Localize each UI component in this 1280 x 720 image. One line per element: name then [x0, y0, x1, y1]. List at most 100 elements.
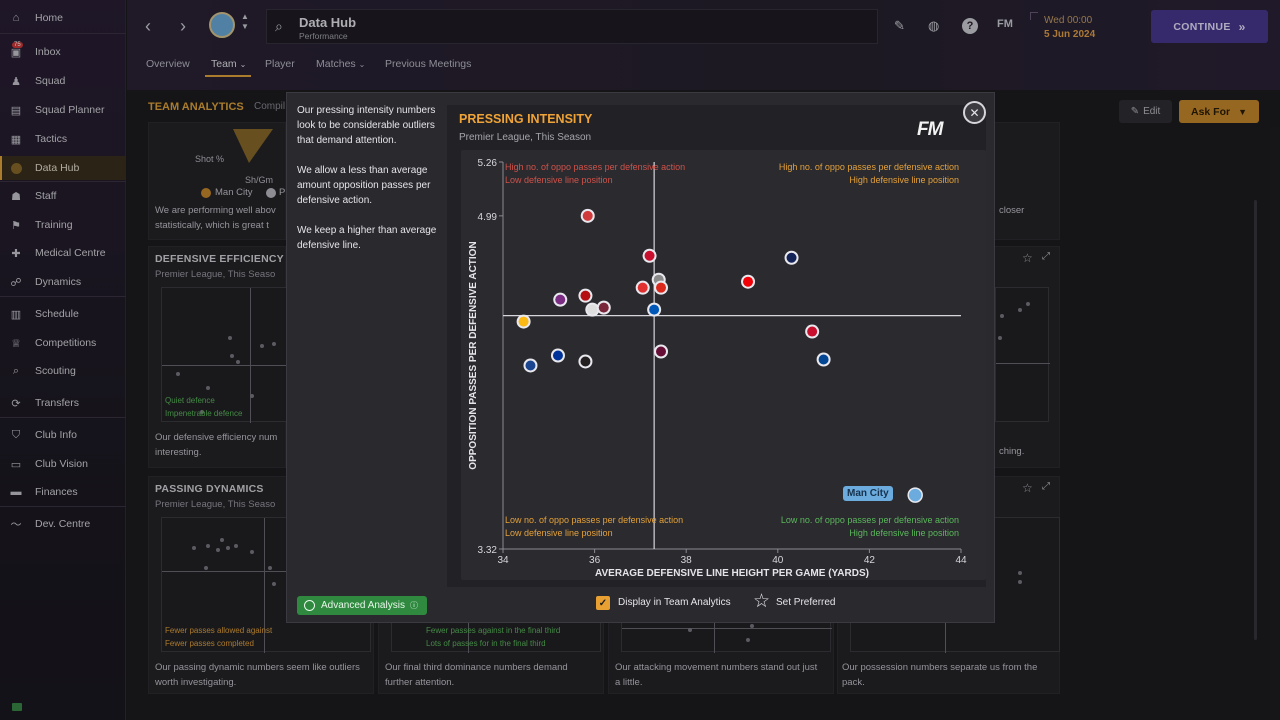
star-icon[interactable]: ☆: [1022, 481, 1033, 495]
quadrant-label-top-left: High no. of oppo passes per defensive ac…: [505, 162, 685, 172]
section-title: TEAM ANALYTICS: [148, 101, 244, 113]
chevron-down-icon: ⌄: [239, 60, 247, 69]
sidebar-item-tactics[interactable]: ▦ Tactics: [0, 127, 126, 151]
display-in-team-analytics-checkbox[interactable]: ✓: [596, 596, 610, 610]
chevron-down-icon: ▼: [1238, 106, 1247, 117]
analysis-paragraph: We allow a less than average amount oppo…: [297, 165, 431, 206]
team-point: [743, 276, 754, 287]
quadrant-label-top-right: High defensive line position: [849, 175, 959, 185]
sidebar-item-squad-planner[interactable]: ▤ Squad Planner: [0, 98, 126, 122]
main-scrollbar[interactable]: [1254, 200, 1257, 640]
team-point: [807, 326, 818, 337]
tactics-icon: ▦: [10, 133, 22, 146]
sidebar-item-medical-centre[interactable]: ✚ Medical Centre: [0, 241, 126, 265]
close-button[interactable]: ✕: [963, 101, 986, 124]
pressing-scatter-chart: 34 36 38 40 42 44 5.26 4.99 3.32 AVERAGE DEFENSIV…: [461, 150, 986, 580]
pencil-icon[interactable]: ✎: [894, 18, 905, 33]
sidebar-item-transfers[interactable]: ⟳ Transfers: [0, 391, 126, 415]
status-indicator-icon[interactable]: [12, 703, 22, 711]
highlight-team-label: Man City: [843, 486, 893, 501]
sidebar-item-schedule[interactable]: ▥ Schedule: [0, 302, 126, 326]
squad-icon: ♟: [11, 75, 21, 88]
edit-button[interactable]: ✎ Edit: [1119, 100, 1172, 123]
team-point: [580, 356, 591, 367]
team-point: [552, 350, 563, 361]
forward-arrow-icon[interactable]: ›: [180, 16, 186, 36]
sidebar-item-data-hub[interactable]: Data Hub: [0, 156, 126, 180]
sidebar-item-label: Club Vision: [35, 458, 88, 470]
x-axis-label: AVERAGE DEFENSIVE LINE HEIGHT PER GAME (…: [595, 568, 869, 579]
vision-icon: ▭: [10, 458, 22, 471]
search-box[interactable]: ⌕ Data Hub Performance: [266, 9, 878, 44]
sidebar-item-label: Scouting: [35, 365, 76, 377]
sidebar-item-staff[interactable]: ☗ Staff: [0, 184, 126, 208]
finances-icon: ▬: [10, 486, 22, 498]
tab-overview[interactable]: Overview: [146, 58, 190, 70]
sidebar-item-scouting[interactable]: ⌕ Scouting: [0, 359, 126, 383]
sidebar-item-dynamics[interactable]: ☍ Dynamics: [0, 270, 126, 294]
ask-for-button[interactable]: Ask For ▼: [1179, 100, 1259, 123]
sidebar-item-inbox[interactable]: ▣ 75 Inbox: [0, 40, 126, 64]
display-in-team-analytics-label: Display in Team Analytics: [618, 597, 731, 608]
sidebar-item-label: Dynamics: [35, 276, 82, 288]
x-tick-label: 38: [681, 555, 693, 566]
expand-icon[interactable]: ⤢: [1042, 481, 1050, 492]
legend-label: P: [279, 187, 286, 198]
set-preferred-label[interactable]: Set Preferred: [776, 597, 836, 608]
x-tick-label: 42: [864, 555, 876, 566]
sidebar-item-squad[interactable]: ♟ Squad: [0, 69, 126, 93]
pressing-intensity-modal: Our pressing intensity numbers look to b…: [286, 92, 995, 623]
team-point: [644, 250, 655, 261]
close-icon: ✕: [969, 105, 980, 120]
edit-label: Edit: [1143, 106, 1161, 117]
fm-menu-icon[interactable]: FM: [997, 18, 1013, 30]
date-day: 5 Jun 2024: [1044, 29, 1096, 40]
schedule-icon: ▥: [10, 308, 22, 321]
world-icon[interactable]: ◍: [928, 18, 940, 33]
club-switch-icon[interactable]: ▲ ▼: [241, 12, 249, 31]
x-tick-label: 34: [497, 555, 509, 566]
team-point: [582, 210, 593, 221]
pencil-icon: ✎: [1130, 106, 1140, 117]
sidebar-item-finances[interactable]: ▬ Finances: [0, 480, 126, 504]
card-description: Our possession numbers separate us from …: [842, 662, 1038, 688]
date-time: Wed 00:00: [1044, 15, 1093, 26]
advanced-analysis-label: Advanced Analysis: [321, 600, 405, 611]
club-badge-icon[interactable]: [209, 12, 235, 38]
sidebar: ⌂ Home ▣ 75 Inbox ♟ Squad ▤ Squad Planner ▦ Ta…: [0, 0, 126, 720]
card-description: closer: [999, 205, 1025, 216]
mini-scatter: Quiet defence Impenetrable defence: [161, 287, 288, 423]
expand-icon[interactable]: ⤢: [1042, 251, 1050, 262]
card-description: Our defensive efficiency num interesting…: [155, 432, 278, 458]
back-arrow-icon[interactable]: ‹: [145, 16, 151, 36]
sidebar-item-home[interactable]: ⌂ Home: [0, 6, 126, 30]
tab-previous-meetings[interactable]: Previous Meetings: [385, 58, 472, 70]
top-bar: ‹ › ▲ ▼ ⌕ Data Hub Performance ✎ ◍ ? FM W…: [127, 0, 1280, 90]
star-icon[interactable]: ☆: [1022, 251, 1033, 265]
card-title: DEFENSIVE EFFICIENCY: [155, 253, 284, 265]
sidebar-item-label: Training: [35, 219, 73, 231]
sidebar-item-club-info[interactable]: ⛉ Club Info: [0, 423, 126, 447]
data-hub-icon: [9, 161, 23, 175]
sidebar-item-club-vision[interactable]: ▭ Club Vision: [0, 452, 126, 476]
sidebar-item-competitions[interactable]: ♕ Competitions: [0, 331, 126, 355]
radar-axis-label: Sh/Gm: [245, 175, 274, 185]
team-point: [818, 354, 829, 365]
tab-matches[interactable]: Matches ⌄: [316, 58, 365, 70]
trophy-icon: ♕: [11, 337, 21, 350]
quadrant-label: Fewer passes allowed against: [165, 626, 273, 635]
legend-label: Man City: [215, 187, 253, 198]
sidebar-item-label: Finances: [35, 486, 78, 498]
card-shot-quality: Shot % Sh/Gm Man City P We are performin…: [148, 122, 286, 240]
tab-team[interactable]: Team ⌄: [211, 58, 246, 70]
sidebar-item-dev-centre[interactable]: 〜 Dev. Centre: [0, 512, 126, 536]
fm-logo: FM: [917, 119, 943, 140]
x-tick-label: 36: [589, 555, 601, 566]
tab-player[interactable]: Player: [265, 58, 295, 70]
star-icon[interactable]: ☆: [753, 591, 771, 612]
advanced-analysis-button[interactable]: Advanced Analysis ⓘ: [297, 596, 427, 615]
continue-button[interactable]: CONTINUE »: [1151, 10, 1268, 43]
sidebar-item-training[interactable]: ⚑ Training: [0, 213, 126, 237]
help-icon[interactable]: ?: [962, 18, 978, 34]
corner-decoration: [1030, 12, 1038, 20]
